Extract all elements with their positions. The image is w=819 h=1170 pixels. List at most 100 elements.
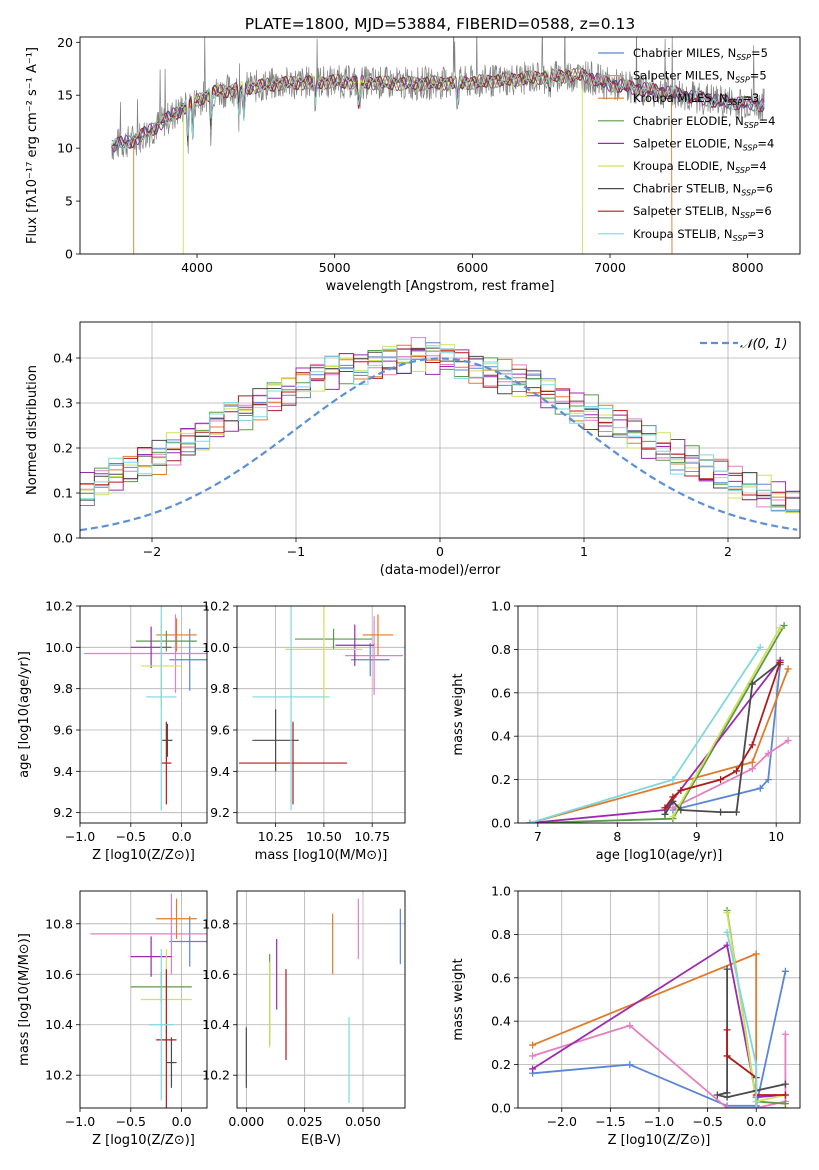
point-kroupa-miles: [748, 758, 756, 766]
x-tick-label: 0.0: [172, 829, 192, 844]
point-salpeter-miles: [748, 765, 756, 773]
y-tick-label: 10.4: [202, 1017, 230, 1032]
x-tick-label: 9: [693, 829, 701, 844]
x-tick-label: 0.050: [345, 1114, 381, 1129]
y-tick-label: 9.8: [53, 681, 73, 696]
point-chabrier-miles: [626, 1061, 634, 1069]
point-chabrier-stelib: [723, 1093, 731, 1101]
y-tick-label: 0.0: [53, 531, 73, 546]
x-tick-label: 0.025: [287, 1114, 323, 1129]
plot-area: [84, 606, 207, 811]
normal-curve: [80, 357, 798, 532]
x-tick-label: 0.0: [746, 1114, 766, 1129]
x-tick-label: 2: [724, 544, 732, 559]
y-tick-label: 0.4: [53, 351, 73, 366]
point-salpeter-stelib: [717, 776, 725, 784]
point-chabrier-elodie: [781, 1100, 789, 1108]
errorbar-salpeter-stelib: [161, 721, 172, 805]
x-tick-label: −1.0: [65, 829, 95, 844]
plot-area: [111, 37, 765, 254]
x-tick-label: 6000: [456, 260, 488, 275]
legend-label-chabrier-elodie: Chabrier ELODIE, NSSP=4: [633, 114, 775, 130]
point-salpeter-miles: [669, 804, 677, 812]
point-chabrier-stelib: [723, 965, 731, 973]
point-kroupa-stelib: [723, 928, 731, 936]
line-kroupa-miles: [532, 952, 786, 1108]
x-axis-label: E(B-V): [301, 1133, 341, 1148]
errorbar-salpeter-elodie: [335, 624, 375, 666]
model-line-kroupa-stelib: [111, 67, 765, 149]
x-tick-label: 7: [534, 829, 542, 844]
x-tick-label: 7000: [594, 260, 626, 275]
legend-label-kroupa-miles: Kroupa MILES, NSSP=3: [633, 91, 759, 107]
y-axis-label: mass weight: [451, 958, 466, 1040]
legend-label-salpeter-elodie: Salpeter ELODIE, NSSP=4: [633, 136, 774, 152]
x-tick-label: −2.0: [547, 1114, 577, 1129]
errorbar-kroupa-miles: [156, 898, 197, 939]
panel-8: −2.0 −1.5 −1.0 −0.5 0.0 0.0 0.2 0.4 0.6 0.8 1.0 Z […: [451, 884, 801, 1148]
legend-label-kroupa-stelib: Kroupa STELIB, NSSP=3: [633, 227, 764, 243]
point-salpeter-stelib: [661, 804, 669, 812]
y-tick-label: 10.8: [45, 916, 73, 931]
x-tick-label: −1: [287, 544, 305, 559]
point-salpeter-stelib: [781, 1091, 789, 1099]
y-tick-label: 10.2: [45, 1068, 73, 1083]
y-axis-label: Normed distribution: [25, 365, 40, 495]
point-salpeter-stelib: [677, 786, 685, 794]
y-tick-label: 10: [57, 141, 73, 156]
line-chabrier-stelib: [717, 969, 786, 1099]
errorbar-kroupa-miles: [362, 614, 394, 656]
point-kroupa-stelib: [752, 1104, 760, 1108]
point-salpeter-stelib: [776, 658, 784, 666]
figure-title: PLATE=1800, MJD=53884, FIBERID=0588, z=0…: [245, 15, 635, 33]
point-salpeter-elodie: [529, 1065, 537, 1073]
point-kroupa-elodie: [723, 909, 731, 917]
x-axis-label: age [log10(age/yr)]: [596, 848, 723, 863]
y-axis-label: age [log10(age/yr)]: [17, 651, 32, 778]
x-tick-label: 10: [768, 829, 784, 844]
axes-frame: [517, 605, 801, 824]
panel-7: 0.000 0.025 0.050 10.2 10.4 10.6 10.8 E(B-V): [202, 890, 406, 1148]
legend-label-normal: 𝒩(0, 1): [740, 337, 787, 352]
point-kroupa-elodie: [669, 812, 677, 820]
errorbar-chabrier-miles: [169, 628, 207, 691]
point-salpeter-miles: [764, 750, 772, 758]
point-chabrier-stelib: [748, 680, 756, 688]
panel-4: 10.25 10.50 10.75 9.2 9.4 9.6 9.8 10.0 10.2 mass …: [202, 599, 406, 863]
x-tick-label: 0: [436, 544, 444, 559]
legend-label-kroupa-elodie: Kroupa ELODIE, NSSP=4: [633, 159, 767, 175]
point-kroupa-stelib: [669, 776, 677, 784]
panel-2: −2 −1 0 1 2 0.0 0.1 0.2 0.3 0.4 (data-model)/error…: [25, 321, 801, 578]
y-axis-label: mass weight: [451, 673, 466, 755]
y-tick-label: 10.8: [202, 916, 230, 931]
axes-frame: [517, 890, 801, 1109]
y-tick-label: 9.4: [210, 764, 230, 779]
y-tick-label: 0.0: [491, 1101, 511, 1116]
errorbar-chabrier-stelib: [166, 1037, 177, 1088]
plot-area: [90, 893, 207, 1108]
errorbar-salpeter-stelib: [156, 969, 177, 1108]
model-line-chabrier-stelib: [111, 69, 765, 149]
plot-area: [526, 622, 792, 823]
axes-frame: [79, 36, 801, 255]
errorbar-salpeter-elodie: [130, 936, 172, 977]
x-tick-label: 8: [613, 829, 621, 844]
y-tick-label: 0.6: [491, 970, 511, 985]
point-chabrier-stelib: [781, 1080, 789, 1088]
point-kroupa-stelib: [526, 819, 534, 823]
y-axis-label: mass [log10(M/M⊙)]: [17, 933, 32, 1066]
y-tick-label: 9.4: [53, 764, 73, 779]
errorbar-chabrier-elodie: [294, 628, 373, 650]
y-tick-label: 10.6: [202, 967, 230, 982]
plot-area: [529, 907, 789, 1108]
x-tick-label: −0.5: [116, 1114, 146, 1129]
x-tick-label: 10.75: [354, 829, 390, 844]
errorbar-chabrier-elodie: [135, 630, 197, 652]
line-salpeter-elodie: [532, 943, 786, 1099]
point-salpeter-miles: [784, 737, 792, 745]
point-chabrier-stelib: [713, 1091, 721, 1099]
errorbar-salpeter-stelib: [238, 721, 348, 805]
errorbar-kroupa-stelib: [146, 606, 177, 811]
y-tick-label: 10.2: [202, 599, 230, 614]
